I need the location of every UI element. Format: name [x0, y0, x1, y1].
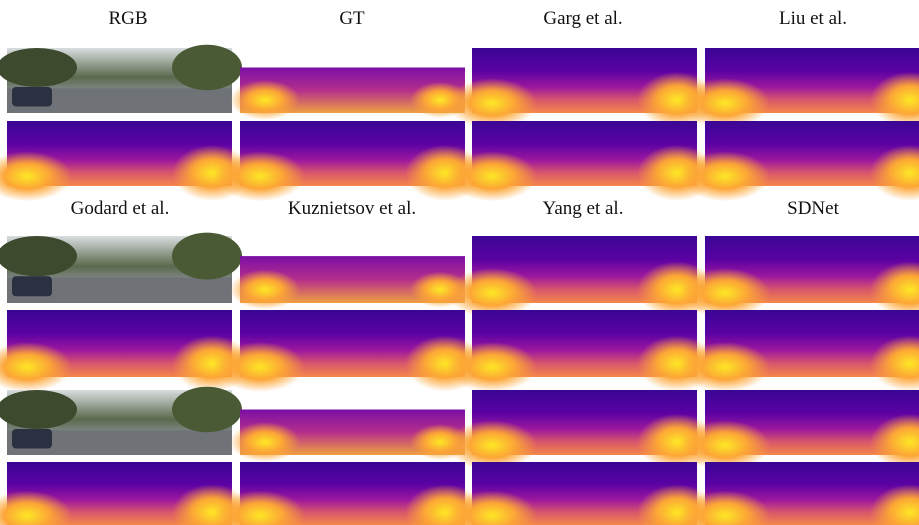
tree — [0, 236, 77, 276]
near-blob — [230, 80, 300, 120]
tree — [0, 48, 77, 87]
image-panel — [215, 121, 485, 201]
image-panel — [0, 387, 242, 455]
near-blob — [230, 270, 300, 310]
tree — [172, 45, 242, 91]
image-panel — [0, 121, 252, 201]
image-panel — [230, 68, 470, 121]
near-blob — [215, 151, 305, 201]
image-panel — [680, 236, 919, 318]
image-panel — [215, 462, 485, 525]
image-panel — [447, 390, 717, 470]
near-blob — [680, 151, 770, 201]
image-panel — [215, 310, 485, 392]
tree — [172, 233, 242, 280]
column-label: Godard et al. — [71, 198, 170, 219]
near-blob — [447, 342, 537, 392]
image-panel — [0, 45, 242, 113]
figure: RGB GT Garg et al. Liu et al. Godard et … — [0, 0, 919, 525]
image-panel — [447, 462, 717, 525]
car — [12, 276, 52, 296]
image-panel — [230, 256, 470, 310]
column-label: RGB — [108, 8, 147, 29]
image-panel — [680, 48, 919, 128]
near-blob — [215, 342, 305, 392]
image-panel — [447, 48, 717, 128]
car — [12, 87, 52, 107]
image-panel — [0, 310, 252, 392]
image-panel — [680, 310, 919, 392]
column-label: Garg et al. — [543, 8, 622, 29]
near-blob — [447, 151, 537, 201]
car — [12, 429, 52, 449]
tree — [0, 390, 77, 429]
image-panel — [680, 462, 919, 525]
column-label: Kuznietsov et al. — [288, 198, 416, 219]
column-label: Yang et al. — [543, 198, 624, 219]
image-panel — [447, 236, 717, 318]
image-panel — [0, 462, 252, 525]
image-panel — [230, 410, 470, 463]
image-panel — [447, 310, 717, 392]
near-blob — [230, 422, 300, 462]
column-label: Liu et al. — [779, 8, 847, 29]
near-blob — [680, 342, 770, 392]
near-blob — [447, 78, 537, 128]
near-blob — [680, 78, 770, 128]
column-label: SDNet — [787, 198, 839, 219]
image-panel — [680, 390, 919, 470]
tree — [172, 387, 242, 433]
image-panel — [447, 121, 717, 201]
image-panel — [0, 233, 242, 303]
image-panel — [680, 121, 919, 201]
column-label: GT — [339, 8, 365, 29]
